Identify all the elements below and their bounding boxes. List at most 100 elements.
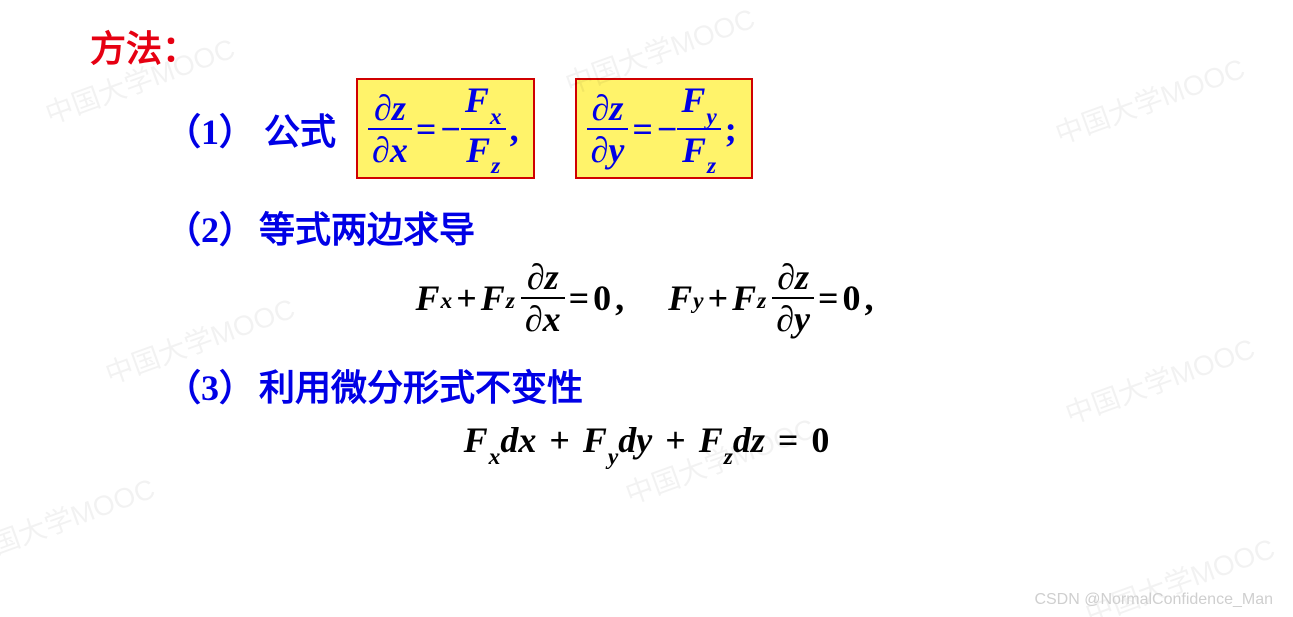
eq-Fy-plus-Fz: Fy + Fz ∂z ∂y = 0, (668, 259, 877, 337)
section-1-num: （1） 公式 (165, 103, 336, 155)
sub-y: y (608, 444, 618, 470)
frac-den: ∂y (587, 132, 629, 168)
frac-den: ∂y (772, 301, 814, 337)
var-F: F (583, 420, 607, 460)
zero: 0 (811, 420, 829, 460)
slide: 中国大学MOOC 中国大学MOOC 中国大学MOOC 中国大学MOOC 中国大学… (0, 0, 1293, 617)
frac-dz-dx: ∂z ∂x (521, 259, 565, 337)
frac-den: ∂x (521, 301, 565, 337)
section-3-equation: Fxdx + Fydy + Fzdz = 0 (80, 419, 1213, 467)
var-F: F (699, 420, 723, 460)
var-F: F (668, 277, 692, 319)
var-z: z (609, 88, 623, 128)
sub-x: x (489, 444, 501, 470)
partial-symbol: ∂ (592, 88, 610, 128)
section-3-num: （3） (165, 368, 255, 408)
frac-den: Fz (678, 132, 720, 176)
var-x: x (390, 130, 408, 170)
frac-dz-dx: ∂z ∂x (368, 90, 412, 168)
section-1-row: （1） 公式 ∂z ∂x = − Fx Fz , ∂z ∂y (80, 78, 1213, 179)
frac-num: Fy (677, 82, 720, 126)
section-2-num: （2） (165, 210, 255, 250)
var-F: F (415, 277, 439, 319)
var-z: z (545, 257, 559, 297)
sub-z: z (491, 153, 500, 179)
plus-op: + (545, 420, 574, 460)
var-z: z (795, 257, 809, 297)
section-2-head: （2） 等式两边求导 (165, 201, 1213, 253)
plus-op: + (661, 420, 690, 460)
frac-den: Fz (462, 132, 504, 176)
var-x: x (518, 420, 536, 460)
eq-total-differential: Fxdx + Fydy + Fzdz = 0 (464, 420, 830, 460)
section-2-equations: Fx + Fz ∂z ∂x = 0, Fy + Fz ∂z ∂y = 0, (80, 259, 1213, 337)
num-paren: （1） (165, 112, 255, 152)
plus-op: + (704, 277, 733, 319)
formula-box-dzdx: ∂z ∂x = − Fx Fz , (356, 78, 535, 179)
plus-op: + (452, 277, 481, 319)
var-z: z (392, 88, 406, 128)
zero: 0 (843, 277, 861, 319)
sub-z: z (724, 444, 733, 470)
frac-Fx-Fz: Fx Fz (461, 82, 506, 175)
sub-z: z (707, 153, 716, 179)
frac-dz-dy: ∂z ∂y (772, 259, 814, 337)
sub-x: x (441, 288, 453, 315)
var-F: F (681, 80, 705, 120)
watermark-csdn: CSDN @NormalConfidence_Man (1034, 591, 1273, 609)
sub-z: z (506, 288, 515, 315)
section-3-label: 利用微分形式不变性 (259, 368, 583, 408)
watermark-mooc: 中国大学MOOC (0, 467, 160, 573)
equals-op: = (628, 108, 657, 150)
frac-num: ∂z (523, 259, 563, 295)
eq-Fx-plus-Fz: Fx + Fz ∂z ∂x = 0, (415, 259, 628, 337)
sub-y: y (706, 104, 716, 130)
equals-op: = (412, 108, 441, 150)
formula-box-dzdy: ∂z ∂y = − Fy Fz ; (575, 78, 753, 179)
frac-Fy-Fz: Fy Fz (677, 82, 720, 175)
partial-symbol: ∂ (525, 299, 543, 339)
sub-x: x (490, 104, 502, 130)
var-d: d (733, 420, 751, 460)
sub-z: z (757, 288, 766, 315)
partial-symbol: ∂ (527, 257, 545, 297)
sub-y: y (693, 288, 703, 315)
var-d: d (500, 420, 518, 460)
var-F: F (481, 277, 505, 319)
frac-num: ∂z (588, 90, 628, 126)
var-x: x (543, 299, 561, 339)
var-y: y (608, 130, 624, 170)
var-F: F (464, 420, 488, 460)
var-F: F (466, 130, 490, 170)
section-1-label: 公式 (264, 112, 336, 152)
minus-op: − (657, 108, 678, 150)
var-F: F (465, 80, 489, 120)
comma: , (861, 277, 878, 319)
var-z: z (751, 420, 765, 460)
equals-op: = (565, 277, 594, 319)
frac-num: ∂z (773, 259, 813, 295)
semicolon: ; (721, 108, 741, 150)
partial-symbol: ∂ (374, 88, 392, 128)
minus-op: − (440, 108, 461, 150)
section-3-head: （3） 利用微分形式不变性 (165, 359, 1213, 411)
comma: , (506, 108, 523, 150)
var-y: y (636, 420, 652, 460)
method-title: 方法： (90, 20, 1213, 72)
section-2-label: 等式两边求导 (259, 210, 475, 250)
partial-symbol: ∂ (372, 130, 390, 170)
equals-op: = (814, 277, 843, 319)
var-y: y (794, 299, 810, 339)
partial-symbol: ∂ (777, 257, 795, 297)
var-d: d (618, 420, 636, 460)
var-F: F (732, 277, 756, 319)
partial-symbol: ∂ (591, 130, 609, 170)
frac-den: ∂x (368, 132, 412, 168)
zero: 0 (593, 277, 611, 319)
frac-dz-dy: ∂z ∂y (587, 90, 629, 168)
frac-num: ∂z (370, 90, 410, 126)
partial-symbol: ∂ (776, 299, 794, 339)
comma: , (611, 277, 628, 319)
frac-num: Fx (461, 82, 506, 126)
var-F: F (682, 130, 706, 170)
